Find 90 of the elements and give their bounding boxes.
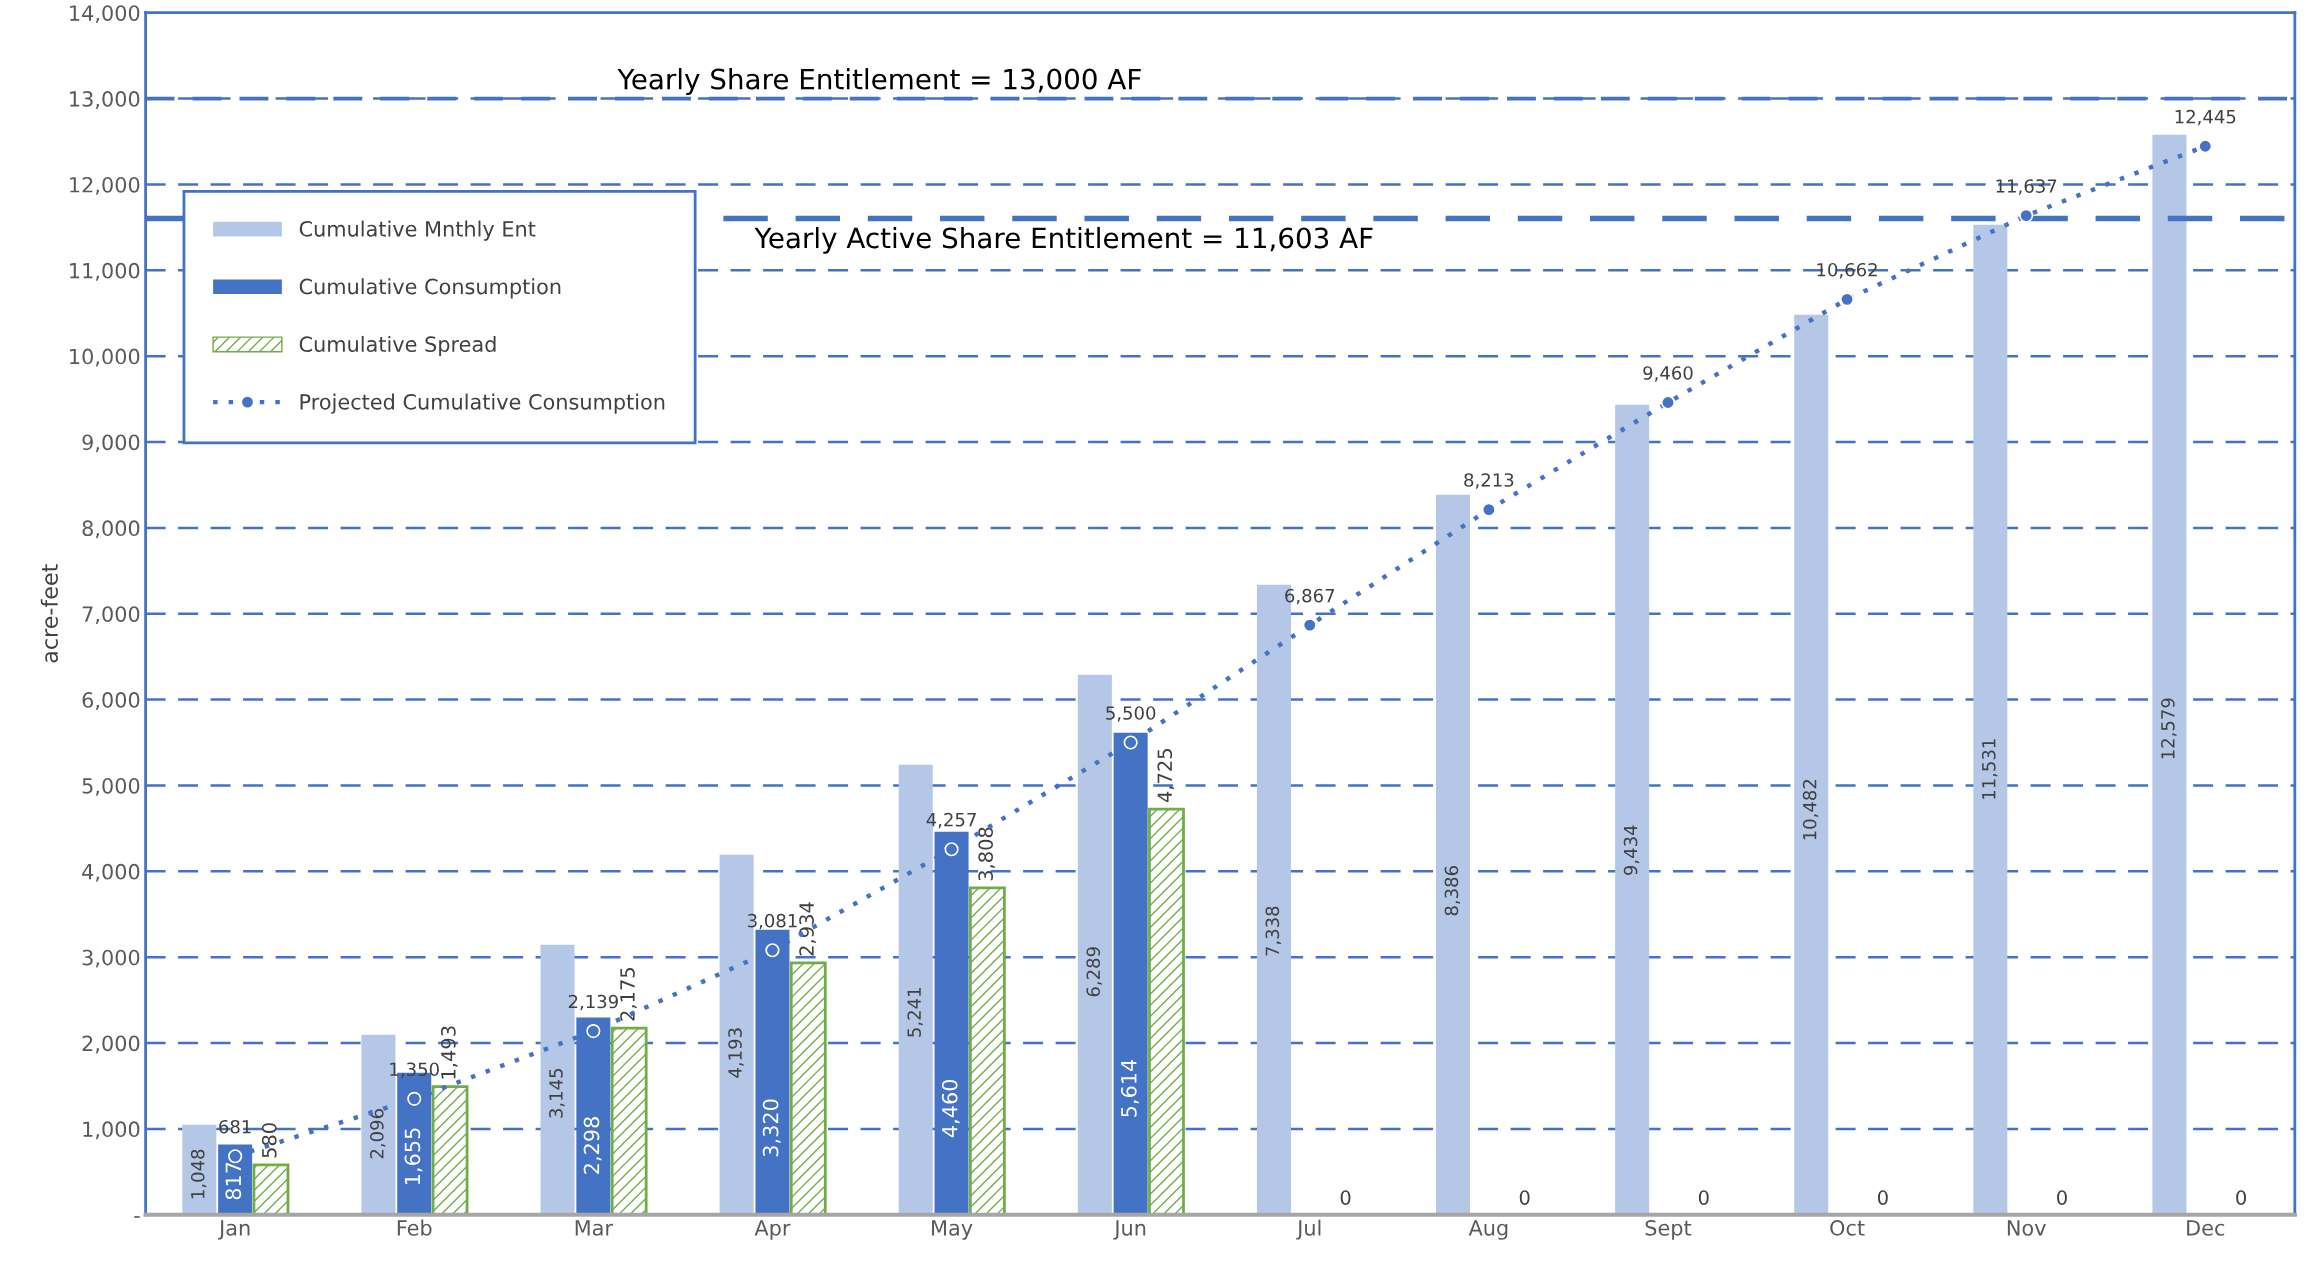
data-label: 1,493 — [441, 1026, 458, 1079]
data-label: 8,213 — [1464, 473, 1514, 489]
data-label: 7,338 — [1265, 906, 1282, 956]
ref-line-label: Yearly Active Share Entitlement = 11,603 AF — [754, 226, 1373, 254]
data-label: 11,531 — [1981, 739, 1998, 799]
point — [1123, 735, 1138, 750]
data-label: 0 — [1698, 1190, 1709, 1205]
y-tick-label: 8,000 — [82, 520, 140, 539]
legend-label: Cumulative Spread — [299, 335, 496, 357]
bar — [182, 1124, 217, 1215]
data-label: 4,460 — [941, 1079, 960, 1138]
data-label: 2,934 — [799, 902, 816, 956]
data-label: 1,655 — [404, 1128, 423, 1185]
x-tick-label: Mar — [575, 1220, 613, 1236]
y-tick-label: 3,000 — [82, 949, 140, 968]
data-label: 0 — [1340, 1190, 1351, 1205]
bar — [1436, 494, 1471, 1215]
data-label: 4,257 — [926, 812, 976, 829]
y-tick-label: 6,000 — [82, 692, 140, 710]
point — [586, 1024, 601, 1039]
data-label: 6,867 — [1285, 588, 1335, 605]
point — [2019, 208, 2034, 223]
data-label: 8,386 — [1444, 866, 1461, 916]
y-tick-label: 12,000 — [70, 176, 140, 195]
data-label: 0 — [1519, 1190, 1530, 1205]
data-label: 5,614 — [1120, 1059, 1139, 1117]
data-label: 2,139 — [568, 994, 618, 1011]
data-label: 3,320 — [762, 1099, 781, 1157]
data-label: 4,193 — [728, 1028, 744, 1078]
data-label: 0 — [1877, 1190, 1888, 1205]
y-tick-label: 7,000 — [82, 606, 140, 625]
data-label: 0 — [2057, 1190, 2067, 1205]
bar — [1794, 314, 1829, 1215]
data-label: 1,048 — [190, 1149, 207, 1199]
point — [2198, 139, 2213, 154]
x-tick-label: Apr — [754, 1220, 791, 1240]
x-tick-label: Jun — [1113, 1220, 1146, 1240]
bar — [1973, 224, 2008, 1215]
data-label: 9,460 — [1643, 366, 1693, 382]
point — [1302, 618, 1317, 633]
legend-label: Cumulative Mnthly Ent — [299, 220, 536, 241]
y-tick-label: - — [134, 1216, 140, 1218]
data-label: 9,434 — [1623, 825, 1640, 875]
bar — [2152, 134, 2187, 1215]
y-tick-label: 9,000 — [82, 434, 140, 453]
y-axis-title: acre-feet — [40, 564, 58, 663]
data-label: 10,662 — [1817, 262, 1877, 279]
data-label: 580 — [261, 1123, 277, 1158]
point — [407, 1091, 422, 1106]
point — [1839, 292, 1855, 307]
data-label: 5,500 — [1106, 706, 1156, 722]
x-tick-label: Oct — [1830, 1219, 1865, 1236]
x-tick-label: Jan — [218, 1220, 250, 1240]
y-tick-label: 2,000 — [82, 1035, 140, 1054]
data-label: 817 — [225, 1162, 242, 1200]
data-label: 3,808 — [978, 827, 995, 881]
data-label: 4,725 — [1157, 749, 1175, 803]
x-tick-label: Sept — [1645, 1219, 1692, 1240]
data-label: 6,289 — [1086, 947, 1102, 997]
data-label: 2,096 — [370, 1109, 386, 1159]
legend-label: Cumulative Consumption — [299, 278, 561, 299]
point — [1660, 395, 1676, 410]
x-tick-label: Aug — [1468, 1220, 1508, 1240]
data-label: 10,482 — [1802, 779, 1819, 840]
data-label: 5,241 — [907, 988, 923, 1037]
bar — [1615, 404, 1650, 1215]
point — [765, 943, 780, 958]
y-tick-label: 11,000 — [70, 262, 140, 281]
data-label: 0 — [2236, 1190, 2246, 1205]
ref-line-label: Yearly Share Entitlement = 13,000 AF — [617, 68, 1141, 95]
y-tick-label: 1,000 — [83, 1121, 140, 1140]
x-tick-label: Jul — [1296, 1219, 1321, 1240]
x-tick-label: Nov — [2007, 1220, 2046, 1236]
data-label: 12,579 — [2161, 698, 2177, 759]
y-tick-label: 5,000 — [82, 777, 140, 796]
point — [1481, 502, 1496, 517]
data-label: 3,145 — [549, 1068, 565, 1118]
y-tick-label: 14,000 — [70, 5, 140, 24]
data-label: 3,081 — [747, 913, 797, 930]
data-label: 2,298 — [583, 1117, 602, 1174]
y-tick-label: 13,000 — [70, 91, 140, 109]
legend-label: Projected Cumulative Consumption — [300, 393, 665, 414]
y-tick-label: 4,000 — [82, 863, 140, 882]
data-label: 2,175 — [620, 968, 637, 1021]
x-tick-label: Dec — [2187, 1220, 2225, 1236]
point — [944, 842, 959, 857]
x-tick-label: May — [932, 1220, 973, 1240]
y-tick-label: 10,000 — [70, 348, 140, 367]
x-tick-label: Feb — [397, 1219, 432, 1236]
data-label: 12,445 — [2175, 109, 2236, 126]
